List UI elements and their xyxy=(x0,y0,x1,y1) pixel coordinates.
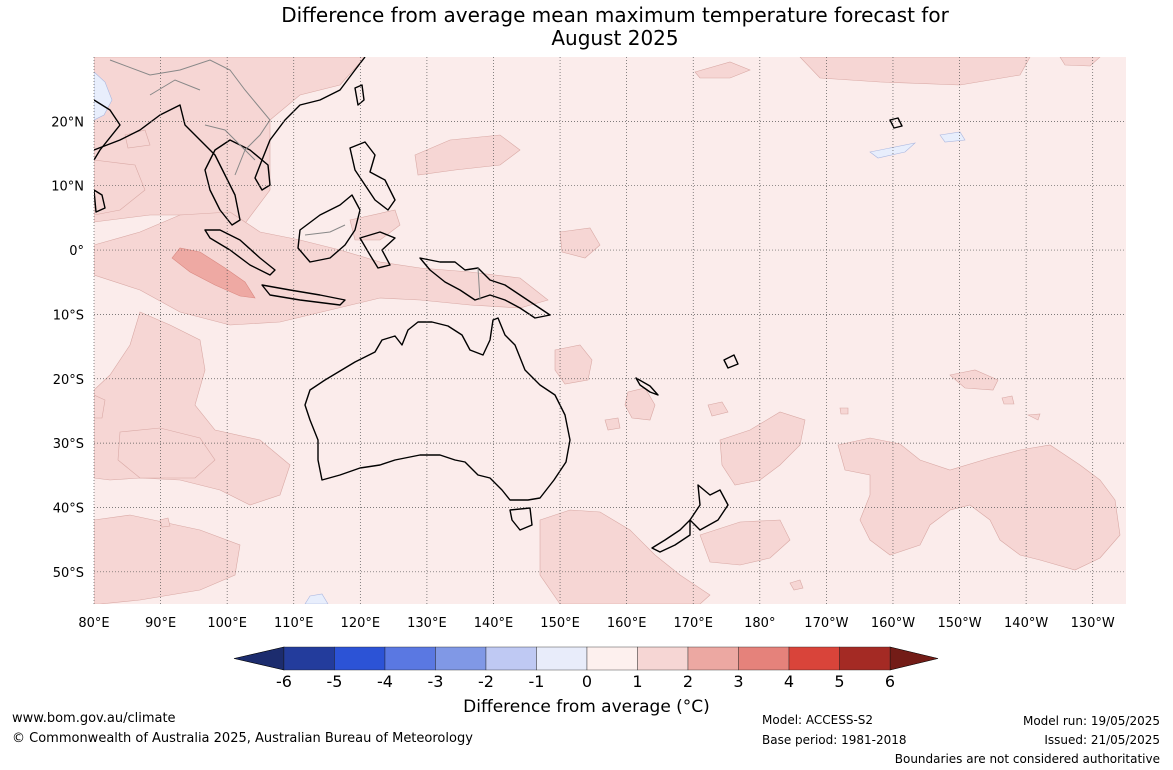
colorbar-segment xyxy=(384,646,436,671)
colorbar-segment xyxy=(334,646,386,671)
new-zealand-north xyxy=(689,484,729,531)
longitude-tick-label: 160°W xyxy=(871,616,915,631)
longitude-tick-label: 160°E xyxy=(607,616,647,631)
colorbar-high-extend xyxy=(889,646,939,671)
latitude-labels: 20°N 10°N 0° 10°S 20°S 30°S 40°S 50°S xyxy=(51,115,84,580)
longitude-tick-label: 150°E xyxy=(540,616,580,631)
sulawesi-coast xyxy=(359,231,396,269)
colorbar-segment xyxy=(788,646,840,671)
colorbar-tick-label: -4 xyxy=(377,672,393,691)
borneo-coast xyxy=(297,194,361,263)
colorbar-tick-label: -1 xyxy=(529,672,545,691)
model-run-text: Model run: 19/05/2025 xyxy=(1022,714,1160,728)
copyright-text: © Commonwealth of Australia 2025, Austra… xyxy=(12,731,473,746)
title-line-2: August 2025 xyxy=(551,26,679,50)
colorbar-segment xyxy=(839,646,891,671)
colorbar-tick-label: -6 xyxy=(276,672,292,691)
latitude-tick-label: 10°N xyxy=(51,180,84,195)
tasmania-coast xyxy=(509,507,533,531)
colorbar-low-extend xyxy=(233,646,285,671)
colorbar-tick-label: -2 xyxy=(478,672,494,691)
latitude-tick-label: 0° xyxy=(69,244,84,259)
longitude-tick-label: 120°E xyxy=(341,616,381,631)
longitude-tick-label: 140°W xyxy=(1004,616,1048,631)
issued-text: Issued: 21/05/2025 xyxy=(1044,733,1160,747)
colorbar-tick-label: 2 xyxy=(683,672,693,691)
title-line-1: Difference from average mean maximum tem… xyxy=(281,3,949,27)
longitude-tick-label: 140°E xyxy=(474,616,514,631)
latitude-tick-label: 30°S xyxy=(53,437,84,452)
colorbar-tick-label: 5 xyxy=(834,672,844,691)
colorbar-tick-label: -5 xyxy=(327,672,343,691)
new-zealand-south xyxy=(651,519,691,553)
philippines-coast xyxy=(349,141,396,211)
latitude-tick-label: 20°N xyxy=(51,115,84,130)
colorbar-tick-label: 1 xyxy=(632,672,642,691)
longitude-tick-label: 130°W xyxy=(1071,616,1115,631)
new-guinea-coast xyxy=(419,257,551,319)
disclaimer-text: Boundaries are not considered authoritat… xyxy=(894,752,1160,766)
base-period-text: Base period: 1981-2018 xyxy=(762,733,907,747)
colorbar-segment xyxy=(738,646,790,671)
latitude-tick-label: 50°S xyxy=(53,566,84,581)
colorbar-segment xyxy=(586,646,638,671)
new-caledonia-coast xyxy=(635,377,659,396)
anomaly-1-2-areas xyxy=(94,57,1121,604)
colorbar-tick-label: 6 xyxy=(885,672,895,691)
colorbar-segment xyxy=(536,646,588,671)
longitude-tick-label: 100°E xyxy=(207,616,247,631)
graticule xyxy=(93,57,1126,604)
colorbar-segment xyxy=(687,646,739,671)
hawaii-coast xyxy=(889,117,903,129)
longitude-tick-label: 90°E xyxy=(145,616,176,631)
colorbar-segment xyxy=(435,646,487,671)
longitude-tick-label: 110°E xyxy=(274,616,314,631)
longitude-labels: 80°E 90°E 100°E 110°E 120°E 130°E 140°E 150°E 16… xyxy=(78,616,1115,631)
colorbar-tick-label: -3 xyxy=(428,672,444,691)
java-coast xyxy=(261,284,346,306)
taiwan-coast xyxy=(354,84,365,106)
anomaly-fields xyxy=(94,57,1121,604)
longitude-tick-label: 170°E xyxy=(673,616,713,631)
model-text: Model: ACCESS-S2 xyxy=(762,713,874,727)
sumatra-coast xyxy=(204,229,276,276)
longitude-tick-label: 150°W xyxy=(937,616,981,631)
fiji-coast xyxy=(723,354,739,369)
colorbar-tick-label: 4 xyxy=(784,672,794,691)
colorbar-tick-label: 0 xyxy=(582,672,592,691)
colorbar-title: Difference from average (°C) xyxy=(463,697,710,717)
longitude-tick-label: 170°W xyxy=(804,616,848,631)
map-title: Difference from average mean maximum tem… xyxy=(0,4,1173,50)
india-coast xyxy=(94,99,121,161)
country-borders xyxy=(109,59,481,301)
sri-lanka-coast xyxy=(94,189,106,213)
colorbar-segment xyxy=(283,646,335,671)
australia-coast xyxy=(304,317,571,501)
colorbar-segment xyxy=(485,646,537,671)
longitude-tick-label: 80°E xyxy=(78,616,109,631)
latitude-tick-label: 40°S xyxy=(53,501,84,516)
latitude-tick-label: 10°S xyxy=(53,308,84,323)
longitude-tick-label: 130°E xyxy=(407,616,447,631)
colorbar-tick-label: 3 xyxy=(733,672,743,691)
colorbar: -6 -5 -4 -3 -2 -1 0 1 2 3 4 5 6 xyxy=(233,646,939,691)
latitude-tick-label: 20°S xyxy=(53,373,84,388)
website-text: www.bom.gov.au/climate xyxy=(12,711,176,726)
longitude-tick-label: 180° xyxy=(744,616,775,631)
colorbar-segment xyxy=(637,646,689,671)
